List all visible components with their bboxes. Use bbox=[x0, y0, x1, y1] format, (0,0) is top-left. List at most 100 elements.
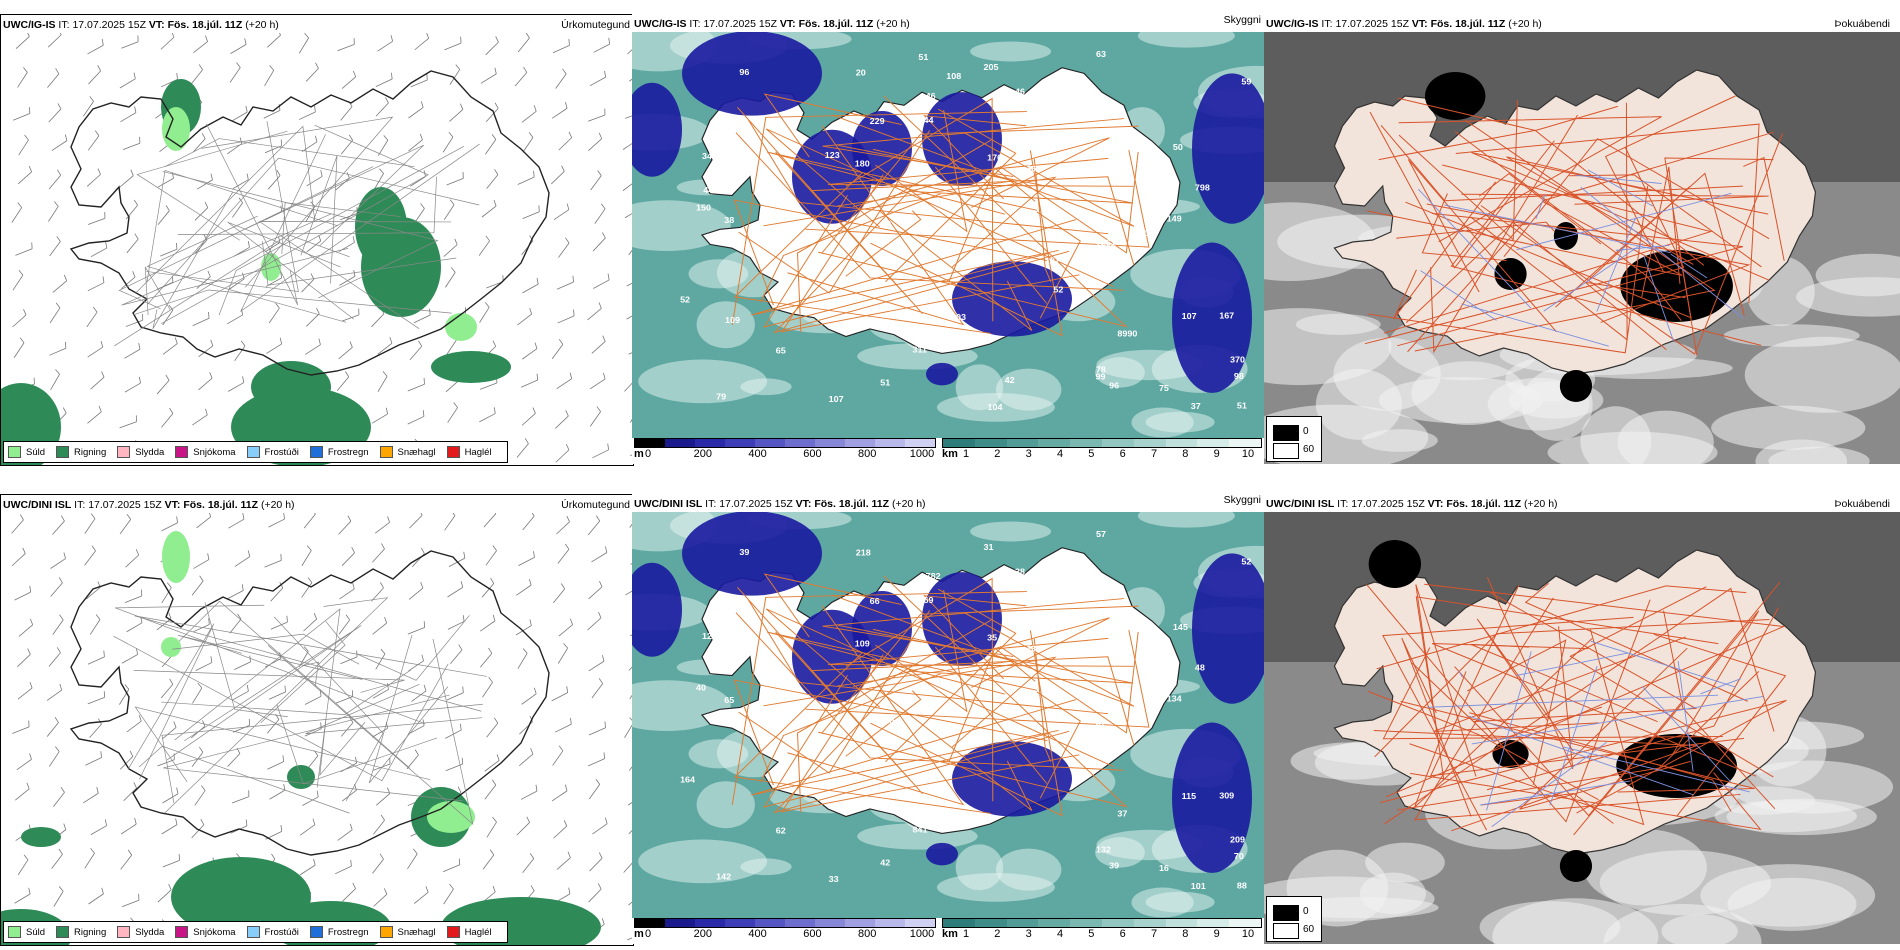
wind-barb bbox=[588, 655, 605, 672]
wind-barb bbox=[482, 677, 493, 698]
wind-barb bbox=[377, 135, 389, 156]
wind-barb bbox=[341, 308, 360, 322]
wind-barb bbox=[627, 794, 633, 806]
cloud-base-value-label: 63 bbox=[1096, 49, 1106, 59]
it-label: IT: bbox=[1321, 18, 1333, 30]
wind-barb bbox=[484, 779, 497, 800]
wind-barb bbox=[406, 749, 419, 770]
lead-time: (+20 h) bbox=[891, 498, 926, 510]
wind-barb bbox=[298, 646, 309, 668]
wind-barb bbox=[522, 277, 539, 294]
wind-barb bbox=[446, 686, 464, 701]
wind-barb bbox=[264, 65, 275, 87]
wind-barb bbox=[161, 582, 172, 604]
wind-barb bbox=[15, 782, 30, 801]
wind-barb bbox=[84, 545, 96, 566]
colorbar-bin bbox=[1070, 919, 1102, 927]
wind-barb bbox=[193, 35, 208, 54]
wind-barb bbox=[126, 233, 139, 254]
cloud-base-value-label: 51 bbox=[1237, 401, 1247, 411]
wind-barb bbox=[157, 883, 172, 903]
lead-time: (+20 h) bbox=[1508, 18, 1542, 30]
wind-barb bbox=[264, 554, 282, 568]
wind-barb bbox=[338, 614, 351, 635]
wind-barb bbox=[50, 577, 63, 597]
wind-barb bbox=[89, 614, 101, 635]
lead-time: (+20 h) bbox=[876, 18, 910, 30]
wind-barb bbox=[124, 342, 141, 359]
colorbar-tick-label: 8 bbox=[1182, 928, 1189, 940]
wind-barb bbox=[337, 38, 355, 52]
visibility-patch bbox=[688, 259, 749, 289]
colorbar-tick-label: 4 bbox=[1056, 928, 1064, 940]
visibility-patch bbox=[970, 41, 1052, 62]
wind-barb bbox=[305, 62, 319, 82]
low-dewpoint-area bbox=[1553, 222, 1578, 250]
cloud-base-value-label: 69 bbox=[924, 595, 934, 605]
wind-barb bbox=[302, 790, 319, 806]
legend-item: Haglél bbox=[446, 446, 492, 458]
wind-barb bbox=[517, 33, 530, 53]
colorbar-unit: m bbox=[634, 928, 644, 940]
wind-barb bbox=[305, 338, 321, 355]
cloud-base-value-label: 122 bbox=[702, 631, 717, 641]
wind-barb bbox=[162, 853, 180, 868]
wind-barb bbox=[594, 203, 606, 224]
colorbar-bin bbox=[1101, 919, 1134, 927]
wind-barb bbox=[450, 644, 463, 664]
colorbar-bin bbox=[1038, 439, 1071, 447]
colorbar-bin bbox=[974, 919, 1007, 927]
wind-barb bbox=[552, 745, 564, 766]
wind-barb bbox=[12, 309, 27, 328]
wind-barb bbox=[342, 882, 356, 902]
colorbar-tick-label: 600 bbox=[803, 928, 822, 940]
wind-barb bbox=[157, 205, 170, 225]
wind-barb bbox=[411, 684, 427, 702]
wind-barb bbox=[193, 553, 210, 569]
legend-label: Frostregn bbox=[327, 446, 369, 458]
cloud-base-value-label: 52 bbox=[680, 295, 690, 305]
cloud-base-value-label: 52 bbox=[1241, 557, 1251, 567]
cloud-base-value-label: 132 bbox=[1026, 644, 1041, 654]
wind-barb bbox=[445, 757, 463, 772]
wind-barb bbox=[160, 242, 178, 257]
colorbar-tick-label: 9 bbox=[1213, 448, 1220, 460]
cloud-map: 66 109 115 31 180 164 132 122 33 48 39 70 37 37 841 782… bbox=[632, 512, 1264, 918]
wind-barb bbox=[196, 270, 211, 289]
visibility-patch bbox=[1137, 512, 1235, 528]
wind-barb bbox=[337, 823, 353, 841]
wind-barb bbox=[156, 374, 170, 395]
wind-barb bbox=[87, 38, 104, 55]
cloud-panel-row2: UWC/DINI ISL IT: 17.07.2025 15Z VT: Fös.… bbox=[632, 494, 1264, 944]
wind-barb bbox=[16, 753, 32, 771]
colorbar-bin bbox=[725, 439, 755, 447]
cloud-base-value-label: 36 bbox=[1026, 164, 1036, 174]
cloud-base-value-label: 218 bbox=[856, 548, 871, 558]
cloud-base-value-label: 309 bbox=[1219, 791, 1234, 801]
cloud-base-value-label: 841 bbox=[913, 825, 928, 835]
legend-item: Frostúði bbox=[246, 926, 299, 938]
wind-barb bbox=[591, 678, 604, 699]
legend-item: Súld bbox=[8, 446, 45, 458]
wind-barb bbox=[90, 819, 107, 835]
precip-map bbox=[1, 33, 633, 465]
vt-value: Fös. 18.júl. 11Z bbox=[183, 499, 259, 511]
colorbar-bin bbox=[1229, 439, 1261, 447]
wind-barb bbox=[15, 33, 30, 49]
cloud-base-value-label: 101 bbox=[1191, 881, 1206, 891]
wind-barb bbox=[589, 852, 603, 872]
dew-swatch-low bbox=[1273, 425, 1299, 441]
legend-swatch bbox=[246, 926, 260, 938]
colorbar-tick-label: 1000 bbox=[909, 928, 935, 940]
wind-barb bbox=[407, 848, 418, 870]
colorbar-strip bbox=[942, 438, 1262, 448]
wind-barb bbox=[11, 514, 24, 534]
wind-barb bbox=[624, 378, 633, 392]
colorbar-bin bbox=[845, 439, 875, 447]
cloud-base-value-label: 42 bbox=[880, 858, 890, 868]
visibility-colorbar: km 1 2 3 4 5 6 7 8 9 10 bbox=[942, 438, 1262, 462]
wind-barb bbox=[590, 170, 602, 191]
wind-barb bbox=[444, 36, 462, 51]
legend-swatch bbox=[446, 446, 460, 458]
wind-barb bbox=[339, 582, 355, 600]
